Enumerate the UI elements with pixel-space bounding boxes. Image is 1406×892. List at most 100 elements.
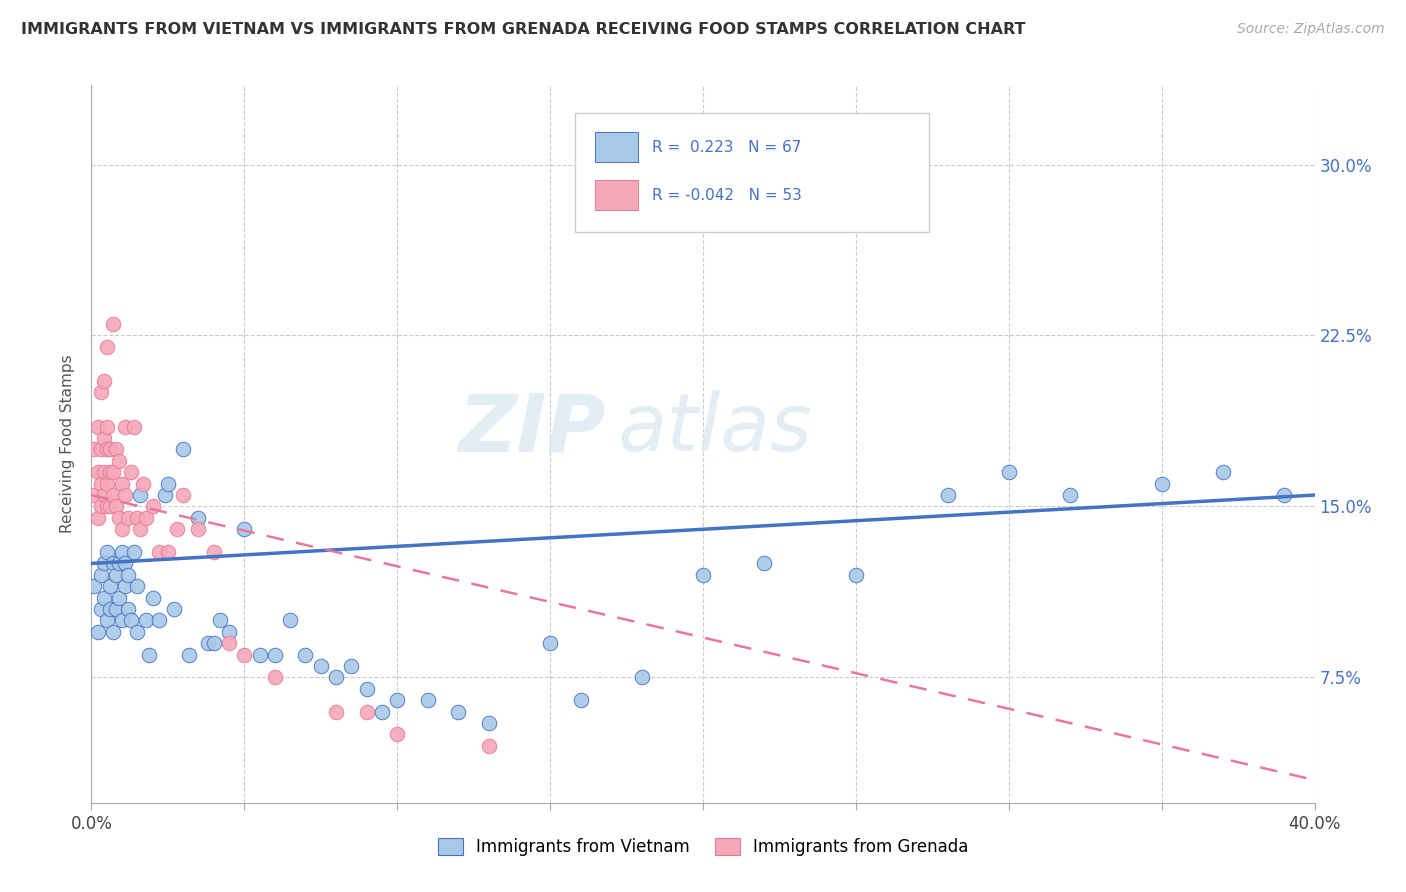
Point (96, 476, 118, 491)
Point (114, 419, 136, 434)
Text: ZIP: ZIP (458, 391, 605, 468)
Text: Source: ZipAtlas.com: Source: ZipAtlas.com (1237, 22, 1385, 37)
Point (138, 648, 160, 662)
Point (111, 522, 134, 536)
Point (114, 579, 136, 593)
Point (148, 545, 170, 559)
Point (153, 488, 176, 502)
Point (122, 419, 145, 434)
Point (294, 648, 316, 662)
Point (90, 442, 112, 457)
Point (166, 522, 188, 536)
Point (233, 648, 256, 662)
Point (148, 614, 170, 628)
Point (356, 705, 378, 719)
Point (325, 670, 347, 684)
Point (447, 705, 470, 719)
Point (120, 465, 142, 479)
Point (692, 567, 714, 582)
Point (127, 579, 149, 593)
Point (141, 591, 163, 605)
Point (1212, 465, 1234, 479)
Point (111, 614, 134, 628)
Point (141, 500, 163, 514)
Point (163, 602, 186, 616)
Point (93, 591, 115, 605)
Point (127, 624, 149, 639)
Bar (595, 132, 638, 162)
Point (1150, 476, 1173, 491)
Point (233, 522, 256, 536)
Point (478, 716, 501, 731)
FancyBboxPatch shape (575, 113, 929, 232)
Point (385, 727, 409, 741)
Point (129, 522, 152, 536)
Point (309, 659, 332, 673)
Point (90, 385, 112, 400)
Point (356, 681, 378, 696)
Point (104, 567, 127, 582)
Point (114, 488, 136, 502)
Point (101, 488, 124, 502)
Point (218, 636, 240, 650)
Point (93, 488, 115, 502)
Point (202, 636, 225, 650)
Text: R =  0.223   N = 67: R = 0.223 N = 67 (651, 140, 801, 154)
Point (156, 476, 179, 491)
Point (98, 579, 121, 593)
Point (371, 705, 394, 719)
Point (96, 340, 118, 354)
Point (101, 557, 124, 571)
Point (108, 591, 131, 605)
Point (117, 602, 139, 616)
Point (98, 602, 121, 616)
Point (538, 636, 561, 650)
Point (569, 693, 592, 707)
Text: IMMIGRANTS FROM VIETNAM VS IMMIGRANTS FROM GRENADA RECEIVING FOOD STAMPS CORRELA: IMMIGRANTS FROM VIETNAM VS IMMIGRANTS FR… (21, 22, 1025, 37)
Point (108, 454, 131, 468)
Point (93, 431, 115, 445)
Point (218, 624, 240, 639)
Point (83, 442, 105, 457)
Point (264, 670, 287, 684)
Point (1059, 488, 1081, 502)
Legend: Immigrants from Vietnam, Immigrants from Grenada: Immigrants from Vietnam, Immigrants from… (430, 831, 976, 863)
Point (93, 465, 115, 479)
Point (101, 317, 124, 331)
Point (86, 511, 108, 525)
Point (172, 442, 194, 457)
Point (117, 567, 139, 582)
Text: atlas: atlas (617, 391, 813, 468)
Point (385, 693, 409, 707)
Point (120, 614, 142, 628)
Point (135, 614, 157, 628)
Point (179, 648, 201, 662)
Point (197, 636, 219, 650)
Point (86, 419, 108, 434)
Point (208, 614, 231, 628)
Point (96, 545, 118, 559)
Point (114, 557, 136, 571)
Point (998, 465, 1021, 479)
Point (101, 465, 124, 479)
Point (264, 648, 287, 662)
Point (127, 511, 149, 525)
Point (478, 739, 501, 753)
Point (172, 488, 194, 502)
Y-axis label: Receiving Food Stamps: Receiving Food Stamps (60, 354, 76, 533)
Point (104, 602, 127, 616)
Point (86, 624, 108, 639)
Point (156, 545, 179, 559)
Point (90, 567, 112, 582)
Point (96, 500, 118, 514)
Point (104, 500, 127, 514)
Point (1272, 488, 1295, 502)
Point (845, 567, 868, 582)
Point (93, 557, 115, 571)
Point (187, 511, 209, 525)
Point (98, 442, 121, 457)
Point (122, 545, 145, 559)
Point (90, 500, 112, 514)
Point (101, 624, 124, 639)
Point (249, 648, 271, 662)
